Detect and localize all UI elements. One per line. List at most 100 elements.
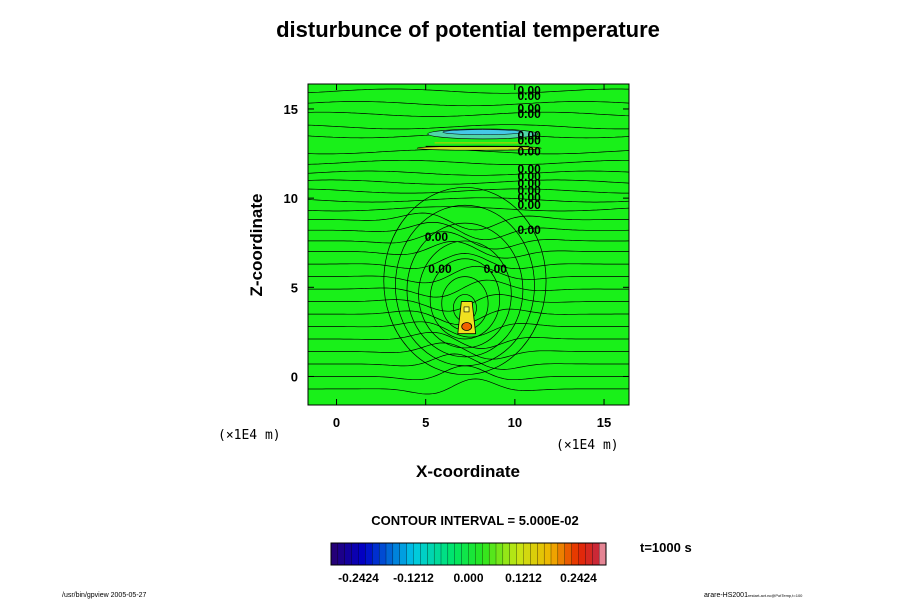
y-tick-label-0: 0 — [291, 369, 298, 384]
colorbar-tick-label-3: 0.1212 — [505, 571, 542, 585]
contour-label-1: 0.00 — [517, 89, 541, 103]
contour-label-8: 0.00 — [517, 169, 541, 183]
colorbar-tick-label-4: 0.2424 — [560, 571, 597, 585]
colorbar-cell-11 — [406, 542, 414, 566]
colorbar-cell-33 — [557, 542, 566, 566]
colorbar-cell-3 — [351, 542, 359, 566]
contour-line-9 — [308, 188, 629, 194]
colorbar-cell-2 — [344, 542, 352, 566]
colorbar-cell-26 — [509, 542, 517, 566]
contour-label-2: 0.00 — [517, 102, 541, 116]
contour-line-14 — [308, 231, 629, 250]
contour-line-0 — [308, 88, 629, 94]
contour-line-22 — [308, 331, 629, 349]
colorbar-ticks: -0.2424 -0.1212 0.000 0.1212 0.2424 — [338, 571, 597, 585]
contour-line-17 — [308, 265, 629, 284]
contour-label-5: 0.00 — [517, 134, 541, 148]
contour-line-2 — [308, 111, 629, 117]
footer-left: /usr/bin/gpview 2005-05-27 — [62, 592, 147, 599]
contour-line-16 — [308, 253, 629, 270]
y-axis-unit: (×1E4 m) — [218, 428, 281, 443]
colorbar-cell-9 — [392, 542, 401, 566]
colorbar-cell-22 — [482, 542, 490, 566]
contour-line-11 — [308, 206, 629, 212]
y-tick-label-3: 15 — [284, 102, 298, 117]
contour-line-21 — [308, 321, 629, 338]
colorbar-cell-21 — [475, 542, 483, 566]
x-axis-unit: (×1E4 m) — [556, 438, 619, 453]
contour-label-4: 0.00 — [517, 128, 541, 142]
contour-line-15 — [308, 241, 629, 259]
colorbar-cell-19 — [461, 542, 469, 566]
contour-interval-text: CONTOUR INTERVAL = 5.000E-02 — [371, 513, 578, 528]
bubble-top — [463, 306, 470, 313]
colorbar-cell-8 — [385, 542, 394, 566]
colorbar-cell-34 — [564, 542, 572, 566]
contour-label-9: 0.00 — [517, 176, 541, 190]
chart-title: disturbunce of potential temperature — [276, 17, 660, 42]
footer-right: arare-HS2001restart-avt.nc@PotTemp,t=100 — [704, 592, 803, 599]
contour-label-13: 0.00 — [517, 223, 541, 237]
contour-line-3 — [308, 124, 629, 130]
y-axis-label: Z-coordinate — [247, 194, 266, 297]
contour-line-1 — [308, 101, 629, 107]
contour-label-0: 0.00 — [517, 84, 541, 98]
colorbar-cell-17 — [447, 542, 456, 566]
warm-bubble — [457, 301, 477, 335]
colorbar-cell-32 — [550, 542, 559, 566]
colorbar-cell-4 — [358, 542, 366, 566]
colorbar — [330, 542, 607, 566]
x-tick-label-3: 15 — [597, 415, 611, 430]
plot-frame — [307, 83, 630, 406]
contour-label-14: 0.00 — [425, 230, 449, 244]
contour-line-7 — [308, 170, 629, 176]
x-tick-label-0: 0 — [333, 415, 340, 430]
colorbar-cell-14 — [427, 542, 435, 566]
colorbar-cell-10 — [399, 542, 407, 566]
colorbar-cell-39 — [598, 542, 607, 566]
contour-ring-3 — [429, 258, 501, 340]
footer-right-main: arare-HS2001 — [704, 592, 748, 599]
contour-line-13 — [308, 221, 629, 241]
colorbar-cell-31 — [543, 542, 552, 566]
contour-line-26 — [308, 378, 629, 395]
colorbar-cell-28 — [523, 542, 531, 566]
bubble-core — [461, 322, 473, 331]
colorbar-cell-23 — [488, 542, 497, 566]
contour-ring-6 — [395, 204, 535, 367]
contour-ring-5 — [406, 222, 524, 358]
colorbar-cell-24 — [495, 542, 504, 566]
colorbar-cell-36 — [578, 542, 586, 566]
contour-label-12: 0.00 — [517, 198, 541, 212]
colorbar-cell-29 — [530, 542, 538, 566]
contour-line-8 — [308, 179, 629, 185]
colorbar-tick-label-0: -0.2424 — [338, 571, 379, 585]
contour-line-23 — [308, 342, 629, 360]
contour-lines — [308, 88, 629, 395]
colorbar-cell-27 — [516, 542, 524, 566]
contour-label-7: 0.00 — [517, 162, 541, 176]
contour-line-10 — [308, 197, 629, 203]
x-tick-label-1: 5 — [422, 415, 429, 430]
colorbar-cell-37 — [585, 542, 593, 566]
colorbar-cell-20 — [468, 542, 476, 566]
colorbar-cell-38 — [592, 542, 600, 566]
contour-ring-4 — [418, 240, 512, 349]
contour-line-24 — [308, 353, 629, 370]
upper-cool-core — [442, 129, 524, 135]
colorbar-cell-5 — [365, 542, 373, 566]
colorbar-cell-18 — [454, 542, 462, 566]
colorbar-cell-12 — [413, 542, 421, 566]
x-tick-label-2: 10 — [508, 415, 522, 430]
colorbar-tick-label-1: -0.1212 — [393, 571, 434, 585]
contour-label-3: 0.00 — [517, 107, 541, 121]
x-axis-ticks: 0 5 10 15 — [333, 84, 611, 430]
contour-label-10: 0.00 — [517, 184, 541, 198]
contour-label-15: 0.00 — [428, 262, 452, 276]
contour-label-16: 0.00 — [484, 262, 508, 276]
footer-right-sub: restart-avt.nc@PotTemp,t=100 — [748, 593, 803, 598]
colorbar-cell-13 — [420, 542, 428, 566]
contour-line-6 — [308, 159, 629, 165]
time-label: t=1000 s — [640, 540, 692, 555]
